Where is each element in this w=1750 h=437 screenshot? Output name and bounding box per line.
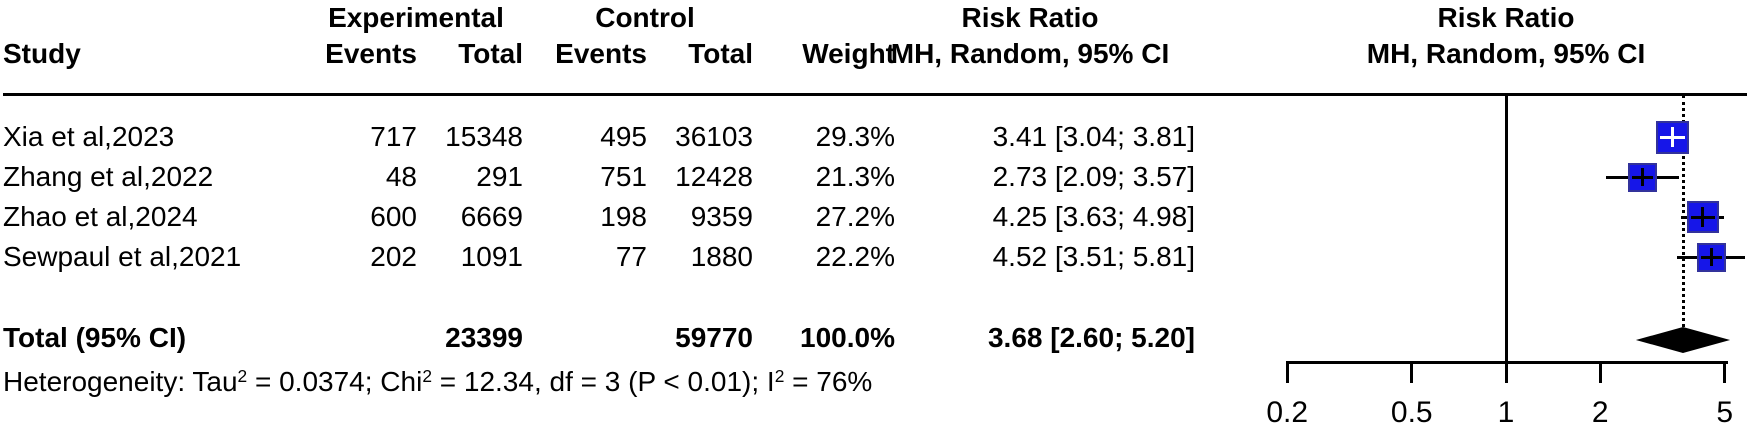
heterogeneity-note: Heterogeneity: Tau2 = 0.0374; Chi2 = 12.… bbox=[3, 362, 872, 402]
study-name: Sewpaul et al,2021 bbox=[3, 241, 242, 272]
point-estimate-tick bbox=[1709, 248, 1713, 266]
ctrl-events-cell: 77 bbox=[615, 241, 647, 272]
ctrl-events-cell: 751 bbox=[600, 161, 647, 192]
axis-tick-label: 1 bbox=[1497, 396, 1515, 429]
study-name: Zhang et al,2022 bbox=[3, 161, 214, 192]
exp-events-cell: 202 bbox=[370, 241, 417, 272]
heterogeneity-text: = 12.34, df = 3 (P < 0.01); I bbox=[431, 366, 775, 397]
total-exp-total: 23399 bbox=[445, 322, 523, 353]
study-name: Zhao et al,2024 bbox=[3, 201, 198, 232]
total-weight: 100.0% bbox=[800, 322, 895, 353]
study-name: Xia et al,2023 bbox=[3, 121, 175, 152]
group-header-control: Control bbox=[595, 2, 695, 33]
axis-tick-label: 2 bbox=[1591, 396, 1609, 429]
column-header-ctrl-events: Events bbox=[555, 38, 647, 69]
weight-cell: 27.2% bbox=[815, 201, 895, 232]
superscript: 2 bbox=[237, 366, 248, 387]
ci-cell: 2.73 [2.09; 3.57] bbox=[992, 161, 1195, 192]
exp-events-cell: 600 bbox=[370, 201, 417, 232]
reference-line bbox=[1504, 95, 1508, 361]
column-header-exp-total: Total bbox=[458, 38, 523, 69]
ci-cell: 4.52 [3.51; 5.81] bbox=[992, 241, 1195, 272]
weight-cell: 29.3% bbox=[815, 121, 895, 152]
axis-tick-label: 0.2 bbox=[1266, 396, 1309, 429]
weight-cell: 22.2% bbox=[815, 241, 895, 272]
superscript: 2 bbox=[422, 366, 432, 387]
ctrl-events-cell: 495 bbox=[600, 121, 647, 152]
axis-tick-label: 5 bbox=[1716, 396, 1734, 429]
exp-events-cell: 717 bbox=[370, 121, 417, 152]
total-ci-label: 3.68 [2.60; 5.20] bbox=[987, 322, 1195, 353]
heterogeneity-text: = 76% bbox=[784, 366, 873, 397]
pooled-diamond bbox=[1635, 327, 1731, 353]
axis-tick bbox=[1504, 361, 1508, 383]
superscript: 2 bbox=[774, 366, 785, 387]
column-header-ctrl-total: Total bbox=[688, 38, 753, 69]
group-header-experimental: Experimental bbox=[328, 2, 504, 33]
plot-header-risk-ratio: Risk Ratio bbox=[1437, 2, 1575, 33]
ctrl-events-cell: 198 bbox=[600, 201, 647, 232]
point-estimate-tick bbox=[1641, 168, 1645, 186]
column-header-risk-ratio: Risk Ratio bbox=[961, 2, 1099, 33]
total-row-label: Total (95% CI) bbox=[3, 322, 187, 353]
heterogeneity-text: Heterogeneity: Tau bbox=[3, 366, 238, 397]
ci-cell: 3.41 [3.04; 3.81] bbox=[992, 121, 1195, 152]
weight-cell: 21.3% bbox=[815, 161, 895, 192]
header-divider-line bbox=[3, 93, 1747, 96]
column-header-weight: Weight bbox=[802, 38, 895, 69]
plot-header-model: MH, Random, 95% CI bbox=[1366, 38, 1646, 69]
pooled-dotted-line bbox=[1681, 95, 1685, 327]
column-header-model: MH, Random, 95% CI bbox=[890, 38, 1170, 69]
exp-total-cell: 6669 bbox=[460, 201, 523, 232]
ctrl-total-cell: 12428 bbox=[675, 161, 753, 192]
ctrl-total-cell: 9359 bbox=[690, 201, 753, 232]
heterogeneity-text: = 0.0374; Chi bbox=[247, 366, 423, 397]
exp-total-cell: 15348 bbox=[445, 121, 523, 152]
ctrl-total-cell: 1880 bbox=[690, 241, 753, 272]
exp-total-cell: 291 bbox=[476, 161, 523, 192]
column-header-exp-events: Events bbox=[325, 38, 417, 69]
exp-events-cell: 48 bbox=[385, 161, 417, 192]
axis-tick bbox=[1285, 361, 1289, 383]
axis-tick bbox=[1598, 361, 1602, 383]
exp-total-cell: 1091 bbox=[460, 241, 523, 272]
axis-tick bbox=[1410, 361, 1414, 383]
point-estimate-tick bbox=[1701, 207, 1705, 227]
axis-tick bbox=[1723, 361, 1727, 383]
point-estimate-tick bbox=[1671, 127, 1675, 147]
ci-cell: 4.25 [3.63; 4.98] bbox=[992, 201, 1195, 232]
ctrl-total-cell: 36103 bbox=[675, 121, 753, 152]
column-header-study: Study bbox=[3, 38, 81, 69]
total-ctrl-total: 59770 bbox=[675, 322, 753, 353]
axis-tick-label: 0.5 bbox=[1390, 396, 1433, 429]
